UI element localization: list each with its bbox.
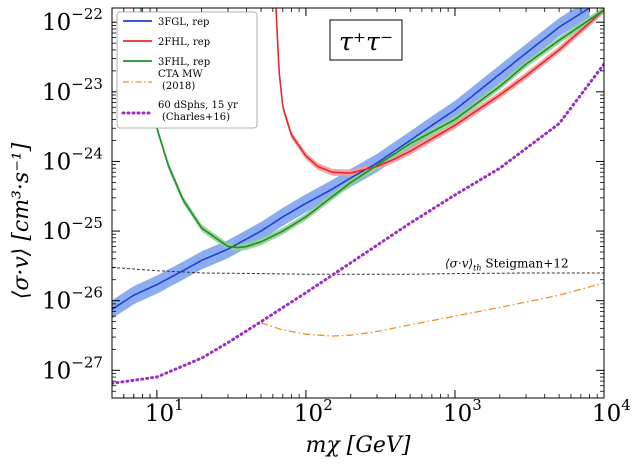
legend-label-1: 2FHL, rep bbox=[158, 37, 210, 48]
reference-label-sub: th bbox=[473, 264, 481, 273]
series-line-1 bbox=[275, 8, 604, 174]
y-tick-label-0: 10−27 bbox=[42, 353, 103, 384]
y-tick-base: 10 bbox=[42, 149, 71, 175]
y-tick-label-4: 10−23 bbox=[42, 75, 103, 106]
x-tick-exp: 3 bbox=[472, 396, 482, 414]
y-tick-base: 10 bbox=[42, 358, 71, 384]
title-box bbox=[329, 19, 403, 61]
axes-frame bbox=[111, 7, 605, 399]
y-tick-label-2: 10−25 bbox=[42, 214, 103, 245]
y-tick-label-3: 10−24 bbox=[42, 144, 103, 175]
y-tick-base: 10 bbox=[42, 289, 71, 315]
band-0 bbox=[112, 8, 590, 319]
y-tick-exp: −23 bbox=[71, 75, 103, 93]
y-tick-base: 10 bbox=[42, 80, 71, 106]
y-tick-exp: −26 bbox=[71, 284, 103, 302]
x-tick-label-0: 101 bbox=[145, 396, 184, 427]
legend-label-0: 3FGL, rep bbox=[158, 17, 209, 28]
legend-label-3: CTA MW bbox=[158, 69, 203, 80]
x-tick-exp: 2 bbox=[323, 396, 333, 414]
y-tick-label-5: 10−22 bbox=[42, 5, 103, 36]
y-tick-exp: −27 bbox=[71, 353, 103, 371]
x-tick-label-3: 104 bbox=[592, 396, 631, 427]
series-line-4 bbox=[112, 62, 604, 385]
legend-label-4: 60 dSphs, 15 yr bbox=[158, 100, 238, 111]
y-tick-exp: −25 bbox=[71, 214, 103, 232]
x-tick-base: 10 bbox=[145, 401, 174, 427]
x-tick-label-2: 103 bbox=[443, 396, 482, 427]
reference-line bbox=[112, 267, 604, 275]
series-line-3 bbox=[260, 282, 604, 337]
y-tick-base: 10 bbox=[42, 10, 71, 36]
legend-sublabel-4: (Charles+16) bbox=[162, 112, 230, 123]
reference-label-main: ⟨σ·v⟩ bbox=[445, 257, 473, 271]
x-tick-exp: 4 bbox=[621, 396, 631, 414]
x-tick-base: 10 bbox=[443, 401, 472, 427]
band-1 bbox=[276, 8, 604, 177]
y-axis-label: ⟨σ·v⟩ [cm³·s⁻¹] bbox=[9, 142, 34, 300]
legend-label-2: 3FHL, rep bbox=[158, 57, 210, 68]
x-tick-base: 10 bbox=[294, 401, 323, 427]
reference-label-suffix: Steigman+12 bbox=[482, 257, 569, 271]
plot-area bbox=[112, 8, 604, 385]
series-line-0 bbox=[112, 8, 591, 311]
series-line-2 bbox=[140, 8, 604, 249]
x-tick-label-1: 102 bbox=[294, 396, 333, 427]
y-tick-label-1: 10−26 bbox=[42, 284, 103, 315]
y-tick-exp: −24 bbox=[71, 144, 103, 162]
y-tick-base: 10 bbox=[42, 219, 71, 245]
chart-title: τ⁺τ⁻ bbox=[339, 27, 393, 56]
y-tick-exp: −22 bbox=[71, 5, 103, 23]
x-tick-base: 10 bbox=[592, 401, 621, 427]
x-axis-label: mχ [GeV] bbox=[306, 433, 411, 458]
legend-sublabel-3: (2018) bbox=[162, 81, 195, 92]
x-tick-exp: 1 bbox=[174, 396, 184, 414]
reference-line-label: ⟨σ·v⟩th Steigman+12 bbox=[445, 257, 569, 273]
